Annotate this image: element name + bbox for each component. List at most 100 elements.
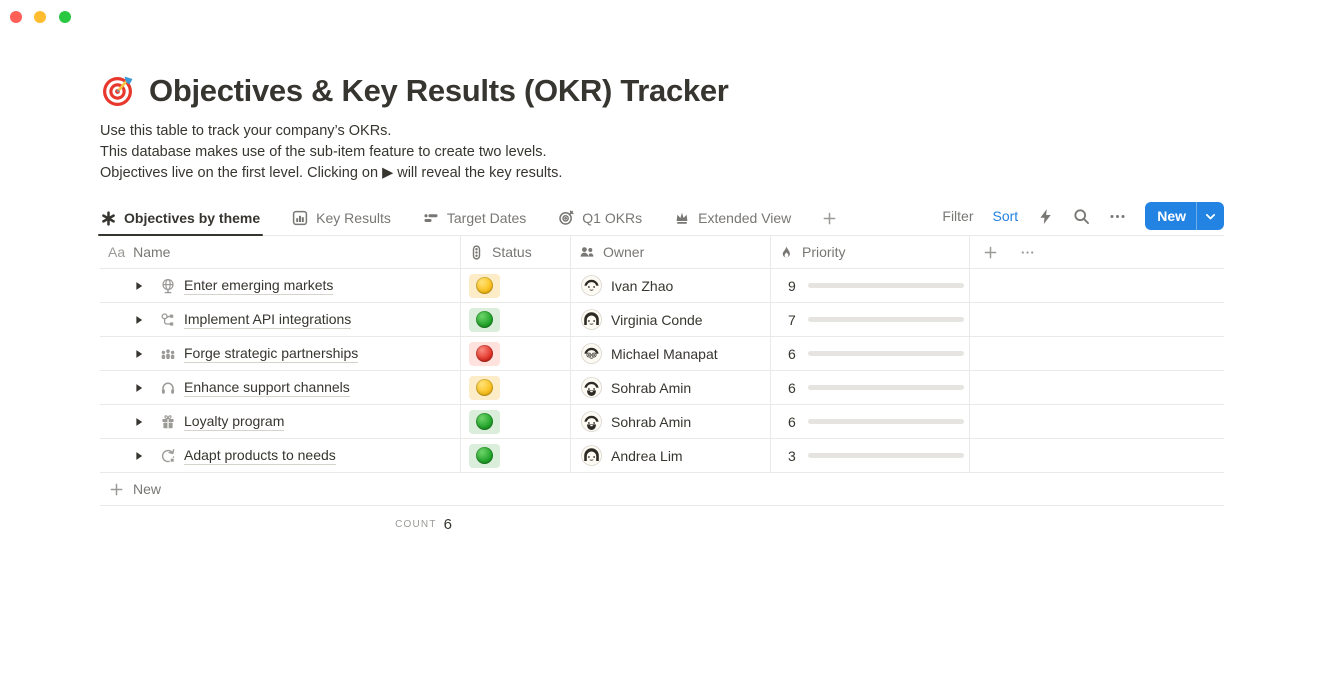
status-red-circle-icon [476, 345, 493, 362]
priority-value: 3 [788, 447, 796, 464]
expand-toggle-icon[interactable] [133, 314, 145, 326]
column-header-owner[interactable]: Owner [571, 236, 771, 268]
gift-icon [160, 414, 176, 430]
window-zoom-button[interactable] [58, 11, 71, 23]
tab-q1-okrs[interactable]: Q1 OKRs [557, 210, 643, 235]
status-cell [461, 439, 571, 472]
table-row: Adapt products to needs Andrea Lim 3 [100, 438, 1224, 472]
owner-avatar [581, 343, 602, 364]
owner-name: Michael Manapat [611, 345, 718, 362]
table-row: Forge strategic partnerships Michael Mana… [100, 336, 1224, 370]
headphones-icon [160, 380, 176, 396]
row-title-link[interactable]: Enhance support channels [184, 378, 350, 397]
expand-toggle-icon[interactable] [133, 450, 145, 462]
new-dropdown-chevron-icon[interactable] [1196, 202, 1224, 230]
status-pill-green[interactable] [469, 409, 500, 434]
sort-button[interactable]: Sort [992, 208, 1019, 224]
expand-toggle-icon[interactable] [133, 382, 145, 394]
view-toolbar: Objectives by theme Key Results Target Dat… [97, 201, 1224, 236]
column-label: Name [133, 244, 171, 260]
row-title-link[interactable]: Implement API integrations [184, 310, 352, 329]
status-pill-yellow[interactable] [469, 273, 500, 298]
status-pill-green[interactable] [469, 307, 500, 332]
search-icon[interactable] [1073, 208, 1090, 225]
row-title-link[interactable]: Adapt products to needs [184, 446, 336, 465]
crown-icon [674, 210, 690, 226]
tab-label: Target Dates [446, 210, 527, 226]
window-minimize-button[interactable] [34, 11, 47, 23]
priority-cell[interactable]: 6 [771, 371, 970, 404]
filter-button[interactable]: Filter [942, 208, 974, 224]
owner-name: Ivan Zhao [611, 277, 674, 294]
add-column-icon[interactable] [983, 245, 998, 260]
tab-objectives-by-theme[interactable]: Objectives by theme [97, 210, 264, 236]
tab-extended-view[interactable]: Extended View [673, 210, 792, 235]
column-label: Owner [603, 244, 645, 260]
column-label: Priority [802, 244, 846, 260]
status-yellow-circle-icon [476, 379, 493, 396]
tab-key-results[interactable]: Key Results [291, 210, 392, 235]
adapt-icon [160, 448, 176, 464]
new-row-label: New [133, 481, 162, 497]
new-button-label[interactable]: New [1157, 208, 1186, 224]
owner-cell[interactable]: Ivan Zhao [571, 269, 771, 302]
priority-bar [808, 317, 964, 322]
count-label[interactable]: COUNT [395, 519, 437, 530]
row-title-link[interactable]: Enter emerging markets [184, 276, 334, 295]
priority-value: 6 [788, 345, 796, 362]
table-header: Aa Name Status Owner Priority [100, 236, 1224, 268]
status-pill-yellow[interactable] [469, 375, 500, 400]
status-cell [461, 269, 571, 302]
tab-target-dates[interactable]: Target Dates [422, 210, 527, 235]
owner-cell[interactable]: Michael Manapat [571, 337, 771, 370]
owner-avatar [581, 309, 602, 330]
priority-cell[interactable]: 9 [771, 269, 970, 302]
tab-label: Key Results [316, 210, 391, 226]
column-header-priority[interactable]: Priority [771, 236, 970, 268]
owner-cell[interactable]: Sohrab Amin [571, 371, 771, 404]
expand-toggle-icon[interactable] [133, 348, 145, 360]
owner-cell[interactable]: Sohrab Amin [571, 405, 771, 438]
add-view-button[interactable] [822, 211, 837, 235]
priority-cell[interactable]: 3 [771, 439, 970, 472]
name-cell: Loyalty program [100, 405, 461, 438]
priority-value: 6 [788, 379, 796, 396]
column-header-name[interactable]: Aa Name [100, 236, 461, 268]
more-options-icon[interactable] [1109, 208, 1126, 225]
empty-cell [970, 439, 1224, 472]
row-title-link[interactable]: Forge strategic partnerships [184, 344, 359, 363]
automations-bolt-icon[interactable] [1037, 208, 1054, 225]
flame-icon [779, 245, 794, 260]
new-row-button[interactable]: New [100, 472, 1224, 506]
status-pill-green[interactable] [469, 443, 500, 468]
expand-toggle-icon[interactable] [133, 280, 145, 292]
name-cell: Implement API integrations [100, 303, 461, 336]
globe-icon [160, 278, 176, 294]
table-more-icon[interactable] [1020, 245, 1035, 260]
priority-cell[interactable]: 6 [771, 405, 970, 438]
okr-table: Aa Name Status Owner Priority Enter emerging… [100, 236, 1224, 543]
priority-cell[interactable]: 7 [771, 303, 970, 336]
owner-cell[interactable]: Virginia Conde [571, 303, 771, 336]
table-row: Implement API integrations Virginia Conde… [100, 302, 1224, 336]
expand-toggle-icon[interactable] [133, 416, 145, 428]
owner-avatar [581, 445, 602, 466]
description-line: This database makes use of the sub-item … [100, 144, 547, 160]
table-row: Enter emerging markets Ivan Zhao 9 [100, 268, 1224, 302]
row-title-link[interactable]: Loyalty program [184, 412, 285, 431]
new-button[interactable]: New [1145, 202, 1224, 230]
priority-bar [808, 351, 964, 356]
name-cell: Forge strategic partnerships [100, 337, 461, 370]
owner-name: Virginia Conde [611, 311, 703, 328]
window-close-button[interactable] [10, 11, 22, 23]
timeline-icon [423, 210, 439, 226]
table-row: Enhance support channels Sohrab Amin 6 [100, 370, 1224, 404]
empty-cell [970, 405, 1224, 438]
plus-icon [110, 483, 123, 495]
count-value: 6 [443, 516, 452, 533]
status-pill-red[interactable] [469, 341, 500, 366]
empty-cell [970, 303, 1224, 336]
priority-cell[interactable]: 6 [771, 337, 970, 370]
column-header-status[interactable]: Status [461, 236, 571, 268]
owner-cell[interactable]: Andrea Lim [571, 439, 771, 472]
